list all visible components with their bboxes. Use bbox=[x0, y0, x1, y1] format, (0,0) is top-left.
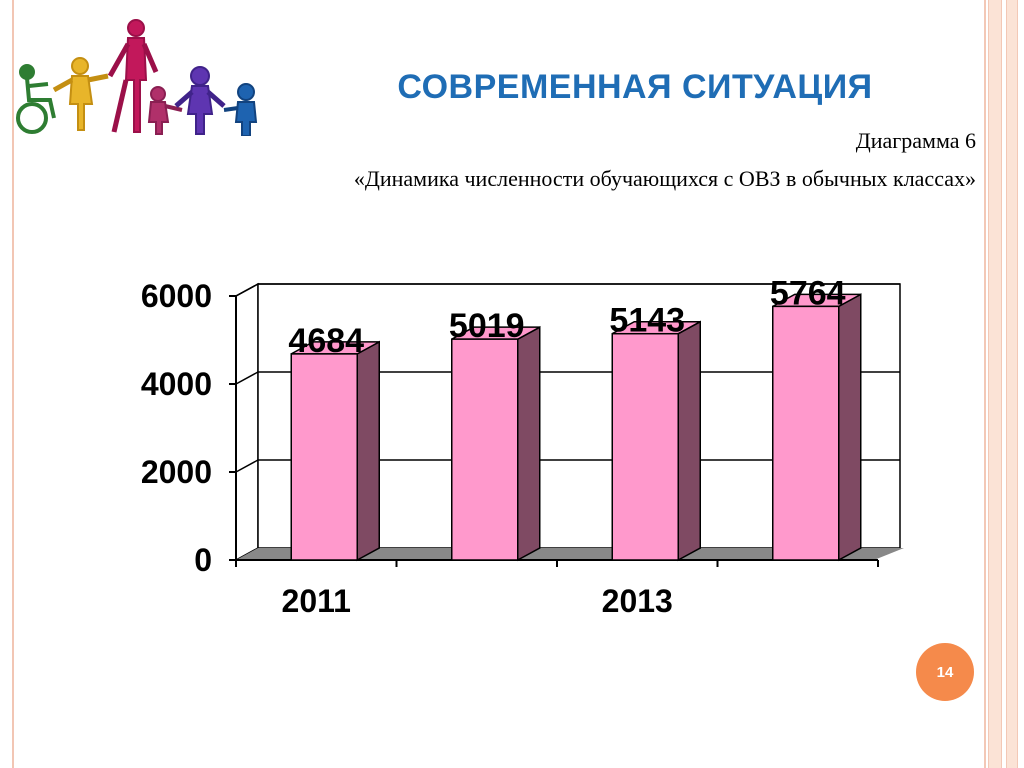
diagram-number: Диаграмма 6 bbox=[855, 128, 976, 153]
y-tick-label: 2000 bbox=[141, 454, 212, 490]
bar-side bbox=[677, 320, 701, 562]
bar-front bbox=[451, 338, 519, 561]
children-holding-hands-icon bbox=[16, 19, 258, 136]
page-title: СОВРЕМЕННАЯ СИТУАЦИЯ bbox=[397, 68, 873, 106]
y-tick-label: 6000 bbox=[141, 278, 212, 314]
gridline bbox=[235, 283, 900, 297]
chart-floor bbox=[236, 548, 904, 560]
y-tick-label: 4000 bbox=[141, 366, 212, 402]
data-label: 5019 bbox=[449, 307, 525, 345]
x-tick-label: 2011 bbox=[282, 583, 351, 619]
bar-front bbox=[290, 353, 358, 561]
data-label: 4684 bbox=[288, 322, 364, 360]
page-number-badge: 14 bbox=[916, 643, 974, 701]
slide-frame-right bbox=[976, 0, 1024, 768]
bar-side bbox=[356, 340, 380, 562]
data-label: 5143 bbox=[609, 302, 685, 340]
x-tick-label: 2013 bbox=[602, 583, 673, 619]
bar bbox=[290, 340, 380, 562]
bar bbox=[772, 293, 862, 562]
slide-frame-left bbox=[0, 0, 14, 768]
diagram-caption: «Динамика численности обучающихся с ОВЗ … bbox=[353, 166, 976, 191]
y-tick-label: 0 bbox=[194, 542, 212, 578]
bar bbox=[611, 320, 701, 562]
chart-side-wall bbox=[235, 282, 259, 562]
bar-side bbox=[838, 293, 862, 562]
bar-front bbox=[772, 305, 840, 561]
data-label: 5764 bbox=[770, 274, 846, 312]
bar-front bbox=[611, 332, 679, 561]
bar bbox=[451, 325, 541, 562]
bar-side bbox=[517, 325, 541, 562]
